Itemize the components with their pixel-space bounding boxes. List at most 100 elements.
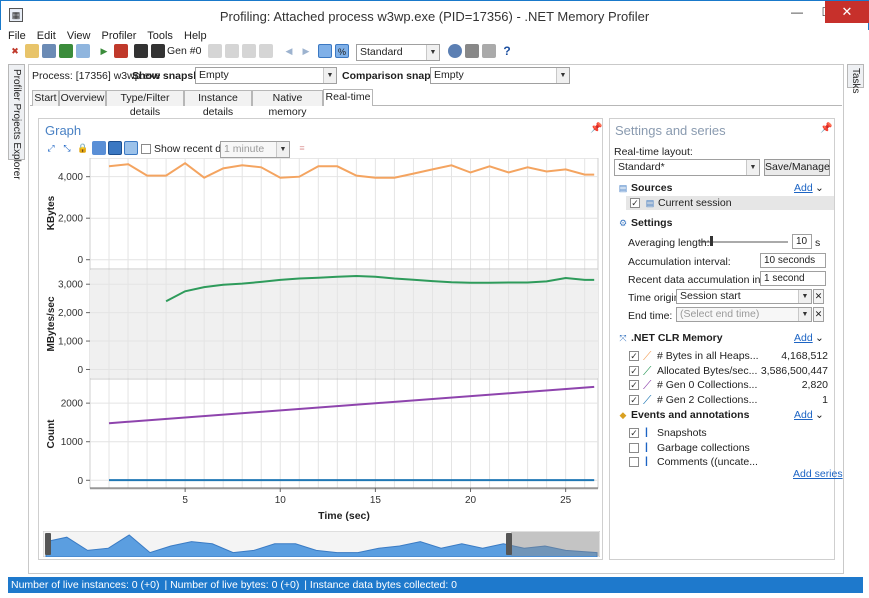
show-recent-checkbox[interactable] [141, 144, 151, 154]
pin-icon[interactable]: 📌 [820, 123, 833, 134]
series-checkbox[interactable]: ✓ [629, 394, 639, 405]
source-checkbox[interactable]: ✓ [630, 198, 640, 208]
event-label[interactable]: Garbage collections [657, 441, 750, 454]
settings-icon[interactable] [448, 44, 462, 58]
snapshot-icon[interactable] [134, 44, 148, 58]
clear-icon[interactable]: ≡ [299, 143, 305, 153]
chevron-down-icon[interactable]: ⌄ [815, 409, 824, 421]
tab-native-memory[interactable]: Native memory [252, 90, 323, 118]
open-icon[interactable] [25, 44, 39, 58]
menu-file[interactable]: File [8, 30, 26, 42]
chevron-down-icon[interactable]: ⌄ [815, 182, 824, 194]
series-checkbox[interactable]: ✓ [629, 351, 639, 361]
stacked-view-icon[interactable] [108, 141, 122, 155]
zoom-out-icon[interactable]: ⤡ [63, 143, 71, 153]
series-checkbox[interactable]: ✓ [629, 380, 639, 390]
menu-tools[interactable]: Tools [147, 30, 173, 42]
series-label[interactable]: # Gen 0 Collections... [657, 379, 758, 391]
gen-label[interactable]: Gen #0 [167, 45, 202, 57]
chevron-down-icon[interactable]: ▼ [798, 308, 811, 321]
chevron-down-icon[interactable]: ⌄ [815, 332, 824, 344]
recent-accumulation-input[interactable]: 1 second [760, 271, 826, 286]
event-checkbox[interactable]: ✓ [629, 428, 639, 438]
tasks-tab[interactable]: Tasks [847, 64, 864, 94]
overview-left-handle[interactable] [45, 533, 51, 555]
back-icon[interactable]: ◀ [285, 46, 293, 56]
tab-start[interactable]: Start [32, 90, 59, 106]
percent-icon[interactable]: % [335, 44, 349, 58]
menu-view[interactable]: View [66, 30, 91, 42]
forward-icon[interactable]: ▶ [302, 46, 310, 56]
stop-square-icon[interactable] [114, 44, 128, 58]
events-add-link[interactable]: Add [794, 409, 813, 421]
event-checkbox[interactable] [629, 457, 639, 467]
overview-right-handle[interactable] [506, 533, 512, 555]
tab-overview[interactable]: Overview [59, 90, 106, 106]
options-icon[interactable] [482, 44, 496, 58]
preset-select[interactable]: Standard ▼ [356, 44, 440, 61]
chevron-down-icon[interactable]: ▼ [798, 290, 811, 303]
close-button[interactable]: ✕ [825, 1, 869, 23]
recent-duration-select[interactable]: 1 minute ▼ [220, 141, 290, 158]
layout-select[interactable]: Standard* ▼ [614, 159, 760, 176]
chart-view-icon[interactable] [92, 141, 106, 155]
chevron-down-icon[interactable]: ▼ [426, 45, 439, 60]
event-label[interactable]: Comments ((uncate... [657, 456, 758, 468]
import-icon[interactable] [76, 44, 90, 58]
gc-icon[interactable] [151, 44, 165, 58]
averaging-slider[interactable] [698, 235, 790, 247]
event-label[interactable]: Snapshots [657, 427, 707, 439]
averaging-input[interactable]: 10 [792, 234, 812, 249]
menu-edit[interactable]: Edit [36, 30, 56, 42]
minimize-button[interactable]: — [791, 5, 803, 19]
tab-instance-details[interactable]: Instance details [184, 90, 252, 118]
sources-add-link[interactable]: Add [794, 182, 813, 194]
realtime-icon[interactable] [318, 44, 332, 58]
comparison-snapshot-select[interactable]: Empty ▼ [430, 67, 570, 84]
help-icon[interactable]: ? [503, 44, 511, 58]
compare-icon[interactable] [208, 44, 222, 58]
overview-icon[interactable] [124, 141, 138, 155]
chevron-down-icon[interactable]: ▼ [556, 68, 569, 83]
clr-memory-header: .NET CLR Memory [631, 332, 723, 344]
event-checkbox[interactable] [629, 442, 639, 453]
start-icon[interactable] [59, 44, 73, 58]
attach-icon[interactable] [42, 44, 56, 58]
menu-profiler[interactable]: Profiler [101, 30, 137, 42]
clr-add-link[interactable]: Add [794, 332, 813, 344]
series-label[interactable]: # Bytes in all Heaps... [657, 350, 759, 362]
time-origin-select[interactable]: Session start ▼ [676, 289, 812, 304]
play-icon[interactable]: ▶ [100, 46, 108, 56]
chevron-down-icon[interactable]: ▼ [746, 160, 759, 175]
accumulation-input[interactable]: 10 seconds [760, 253, 826, 268]
export-icon[interactable] [242, 44, 256, 58]
chevron-down-icon[interactable]: ▼ [323, 68, 336, 83]
overview-strip[interactable] [43, 531, 600, 557]
chevron-down-icon[interactable]: ▼ [276, 142, 289, 157]
series-label[interactable]: # Gen 2 Collections... [657, 393, 758, 406]
tab-real-time[interactable]: Real-time [323, 89, 373, 106]
tab-type-filter-details[interactable]: Type/Filter details [106, 90, 184, 118]
clear-end-time-button[interactable]: ✕ [813, 307, 824, 322]
stop-profiling-icon[interactable]: ✖ [11, 46, 19, 56]
y-tick-label: 3,000 [58, 280, 83, 291]
pin-icon[interactable]: 📌 [590, 123, 603, 134]
lock-icon[interactable]: 🔒 [77, 143, 89, 153]
list-item[interactable]: ✓ ▤ Current session [626, 196, 834, 210]
clear-time-origin-button[interactable]: ✕ [813, 289, 824, 304]
add-series-link[interactable]: Add series [793, 468, 843, 480]
zoom-in-icon[interactable]: ⤢ [47, 143, 55, 153]
save-manage-button[interactable]: Save/Manage [764, 159, 830, 176]
show-snapshot-select[interactable]: Empty ▼ [195, 67, 337, 84]
save-icon[interactable] [225, 44, 239, 58]
series-checkbox[interactable]: ✓ [629, 365, 639, 376]
end-time-select[interactable]: (Select end time) ▼ [676, 307, 812, 322]
profiler-projects-explorer-tab[interactable]: Profiler Projects Explorer [8, 64, 25, 180]
app-icon[interactable]: ▦ [9, 8, 23, 22]
series-label[interactable]: Allocated Bytes/sec... [657, 364, 758, 377]
users-icon[interactable] [465, 44, 479, 58]
print-icon[interactable] [259, 44, 273, 58]
realtime-chart[interactable]: 0 2,000 4,000 KBytes 0 1,000 2,000 3,000MBytes/… [40, 158, 600, 530]
y-tick-label: 2,000 [58, 214, 83, 225]
menu-help[interactable]: Help [184, 30, 207, 42]
